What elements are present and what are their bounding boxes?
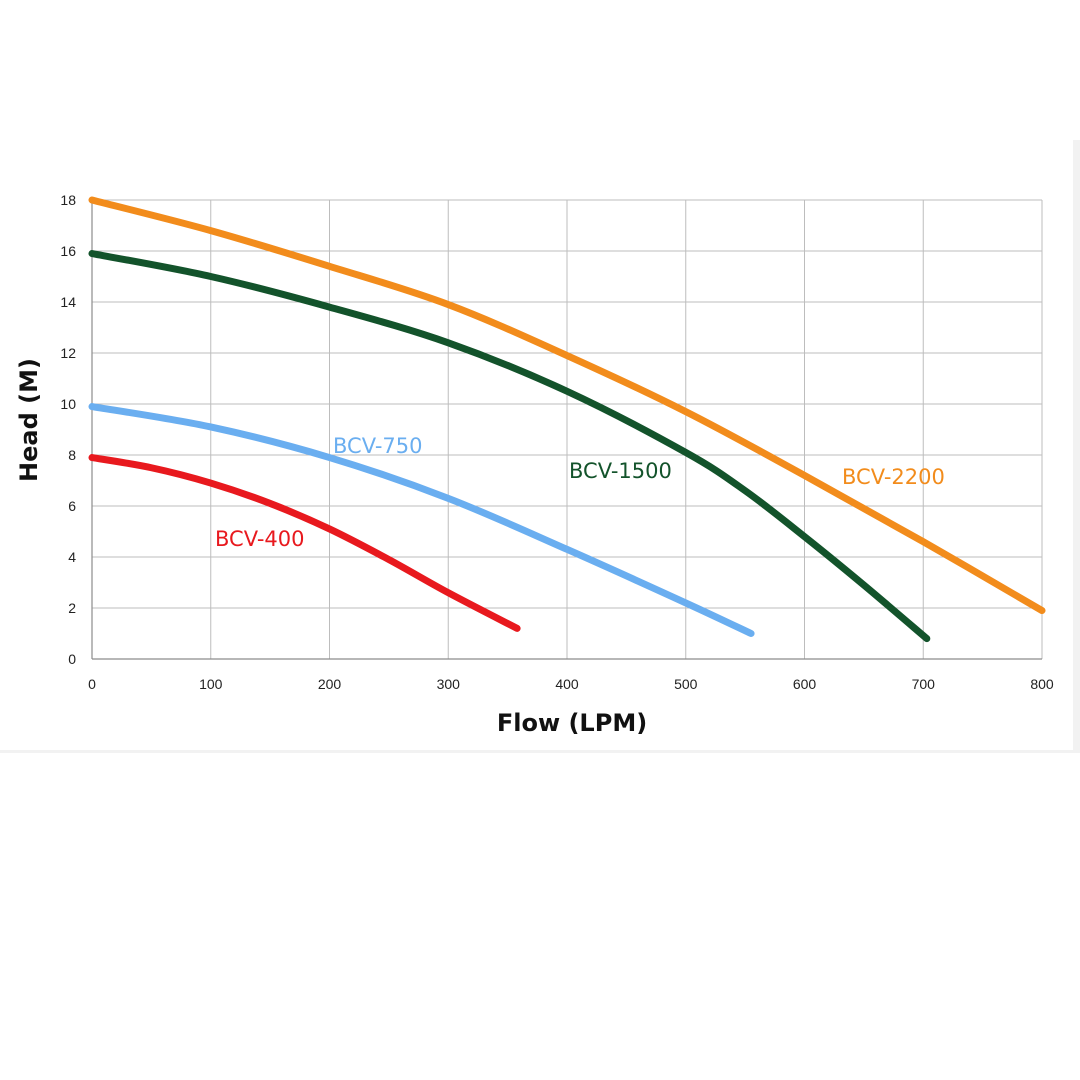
x-tick-label: 400 bbox=[555, 676, 579, 692]
y-tick-label: 16 bbox=[60, 243, 76, 259]
series-line-bcv-400 bbox=[88, 454, 521, 632]
x-tick-label: 600 bbox=[793, 676, 817, 692]
x-tick-label: 300 bbox=[437, 676, 461, 692]
y-tick-label: 4 bbox=[68, 549, 76, 565]
series-line-bcv-2200 bbox=[88, 196, 1046, 615]
series-line-bcv-1500 bbox=[88, 250, 931, 643]
x-tick-label: 800 bbox=[1030, 676, 1054, 692]
panel-right-edge bbox=[1073, 140, 1080, 752]
series-labels: BCV-400 BCV-750 BCV-1500 BCV-2200 bbox=[215, 434, 945, 551]
y-tick-label: 18 bbox=[60, 192, 76, 208]
series-lines bbox=[88, 196, 1046, 643]
x-tick-label: 500 bbox=[674, 676, 698, 692]
x-axis-title: Flow (LPM) bbox=[497, 709, 647, 737]
y-tick-label: 10 bbox=[60, 396, 76, 412]
series-label-bcv-1500: BCV-1500 bbox=[569, 459, 672, 483]
x-tick-label: 100 bbox=[199, 676, 223, 692]
series-label-bcv-400: BCV-400 bbox=[215, 527, 305, 551]
y-tick-label: 0 bbox=[68, 651, 76, 667]
x-axis-ticks: 0 100 200 300 400 500 600 700 800 bbox=[88, 676, 1054, 692]
y-tick-label: 12 bbox=[60, 345, 76, 361]
chart-panel bbox=[0, 140, 1072, 752]
y-tick-label: 2 bbox=[68, 600, 76, 616]
series-line-bcv-750 bbox=[88, 403, 755, 637]
x-tick-label: 200 bbox=[318, 676, 342, 692]
y-axis-ticks: 0 2 4 6 8 10 12 14 16 18 bbox=[60, 192, 76, 667]
series-label-bcv-2200: BCV-2200 bbox=[842, 465, 945, 489]
series-label-bcv-750: BCV-750 bbox=[333, 434, 423, 458]
x-tick-label: 0 bbox=[88, 676, 96, 692]
y-axis-title: Head (M) bbox=[15, 358, 43, 482]
y-tick-label: 6 bbox=[68, 498, 76, 514]
y-tick-label: 14 bbox=[60, 294, 76, 310]
x-tick-label: 700 bbox=[912, 676, 936, 692]
panel-bottom-edge bbox=[0, 750, 1080, 753]
y-tick-label: 8 bbox=[68, 447, 76, 463]
